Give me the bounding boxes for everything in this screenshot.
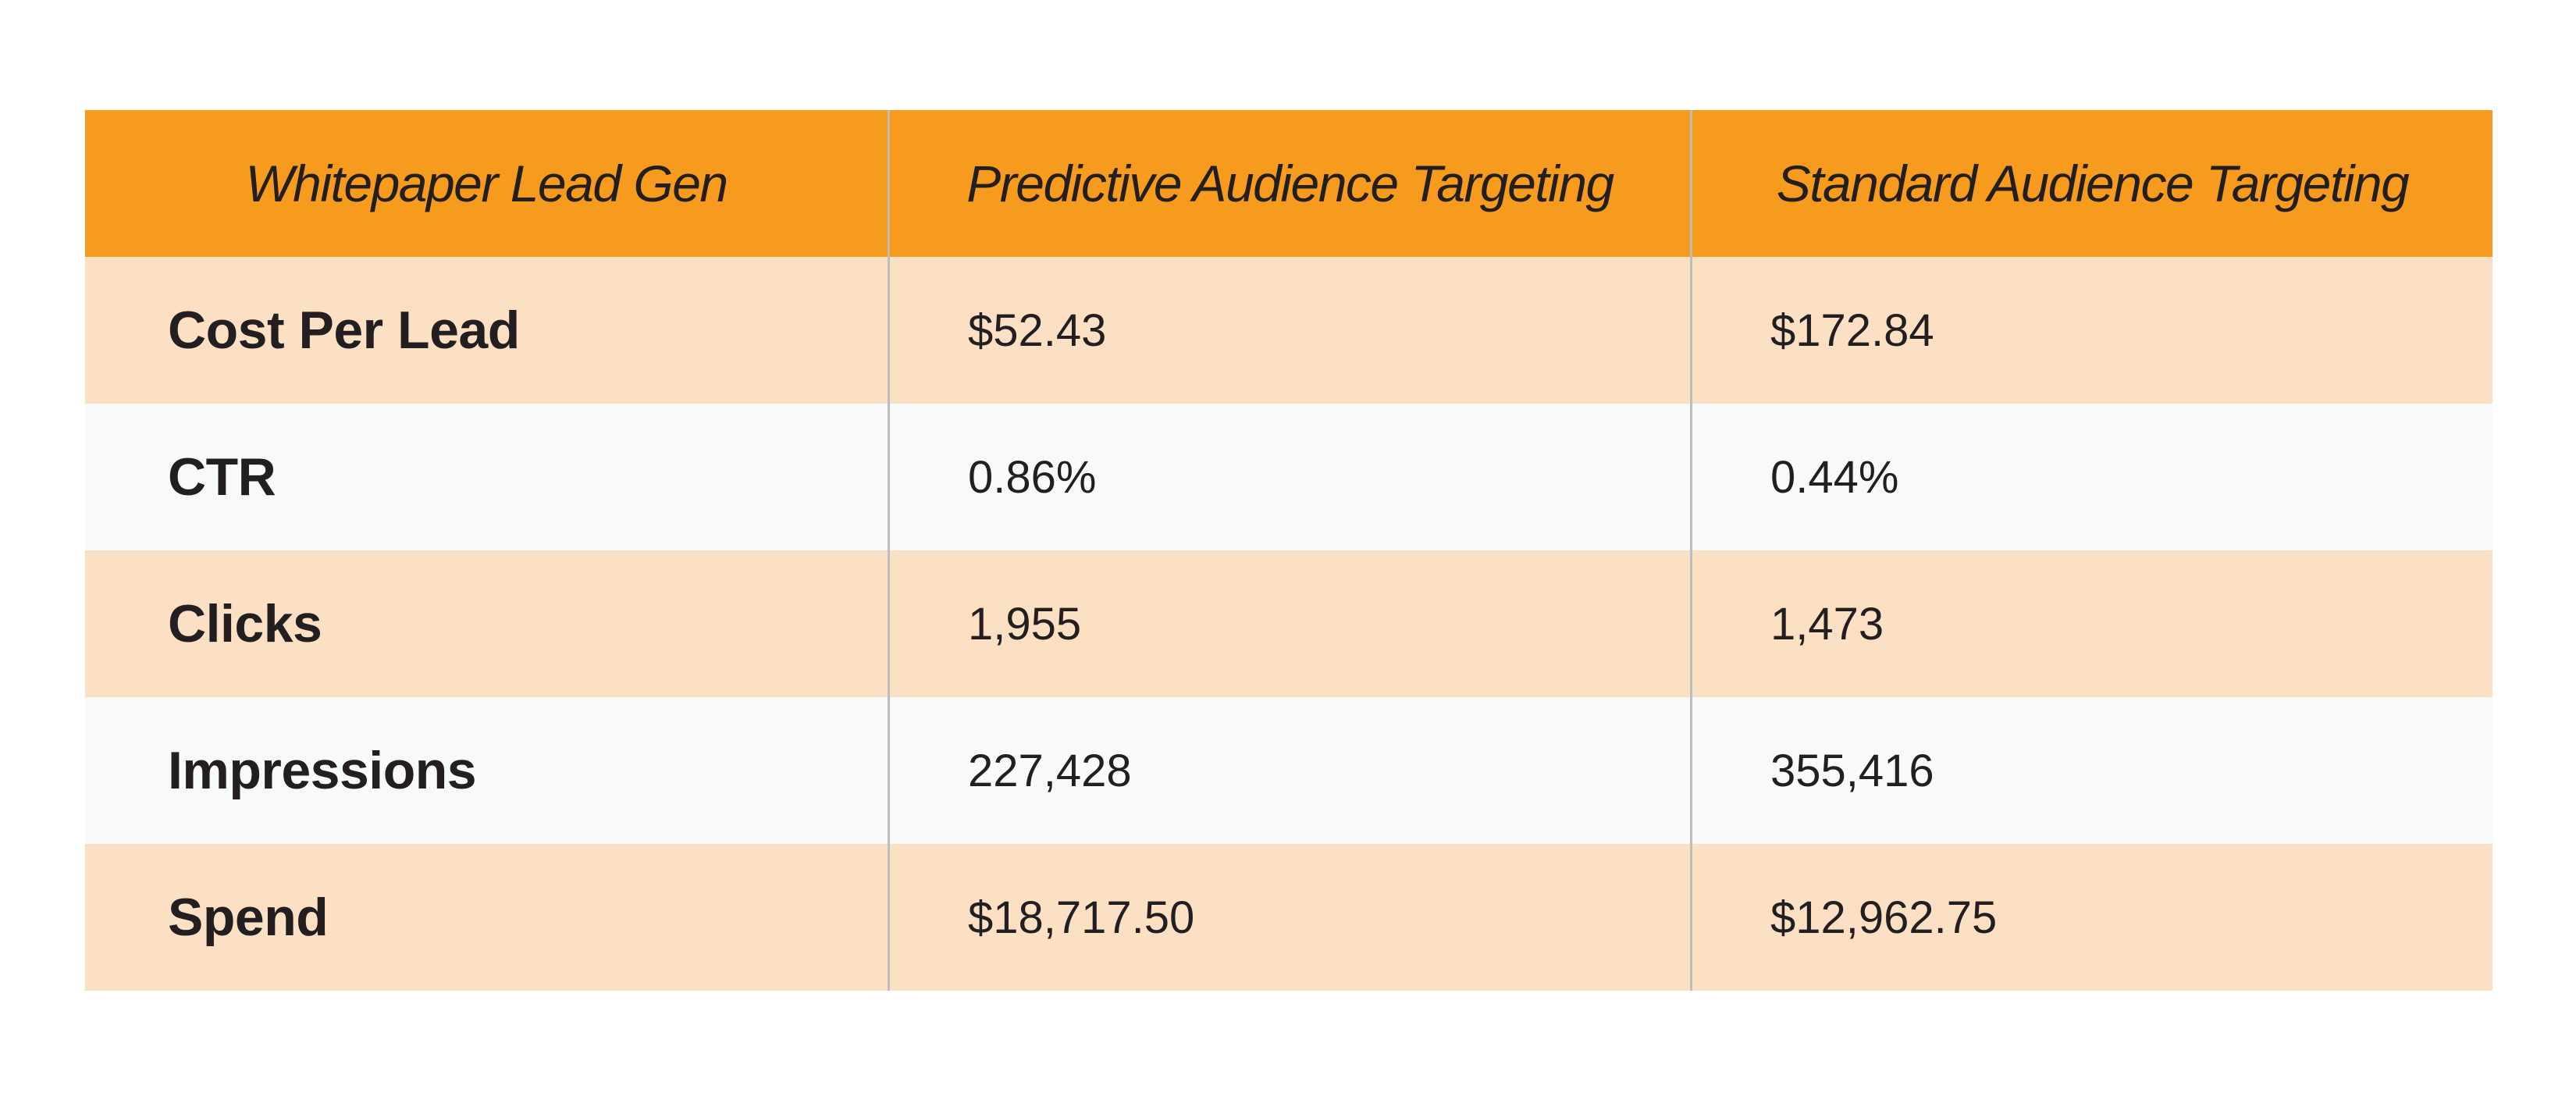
standard-value: 1,473 [1690, 550, 2492, 697]
table-row: Spend $18,717.50 $12,962.75 [85, 844, 2492, 991]
table-row: CTR 0.86% 0.44% [85, 404, 2492, 550]
header-predictive: Predictive Audience Targeting [888, 110, 1690, 257]
header-standard: Standard Audience Targeting [1690, 110, 2492, 257]
table-row: Clicks 1,955 1,473 [85, 550, 2492, 697]
predictive-value: $18,717.50 [888, 844, 1690, 991]
predictive-value: 227,428 [888, 697, 1690, 844]
row-label: Cost Per Lead [168, 301, 520, 360]
predictive-value: 0.86% [888, 404, 1690, 550]
standard-value: 355,416 [1690, 697, 2492, 844]
table-header-row: Whitepaper Lead Gen Predictive Audience … [85, 110, 2492, 257]
row-label: CTR [168, 447, 276, 507]
header-campaign: Whitepaper Lead Gen [85, 110, 888, 257]
row-label: Clicks [168, 594, 322, 653]
header-standard-text: Standard Audience Targeting [1776, 155, 2410, 212]
predictive-value: 1,955 [888, 550, 1690, 697]
standard-value: $172.84 [1690, 257, 2492, 404]
header-campaign-text: Whitepaper Lead Gen [245, 155, 728, 212]
row-label: Impressions [168, 741, 477, 800]
predictive-value: $52.43 [888, 257, 1690, 404]
standard-value: 0.44% [1690, 404, 2492, 550]
table-row: Cost Per Lead $52.43 $172.84 [85, 257, 2492, 404]
table-row: Impressions 227,428 355,416 [85, 697, 2492, 844]
standard-value: $12,962.75 [1690, 844, 2492, 991]
header-predictive-text: Predictive Audience Targeting [966, 155, 1614, 212]
comparison-table: Whitepaper Lead Gen Predictive Audience … [85, 110, 2492, 991]
row-label: Spend [168, 888, 329, 947]
